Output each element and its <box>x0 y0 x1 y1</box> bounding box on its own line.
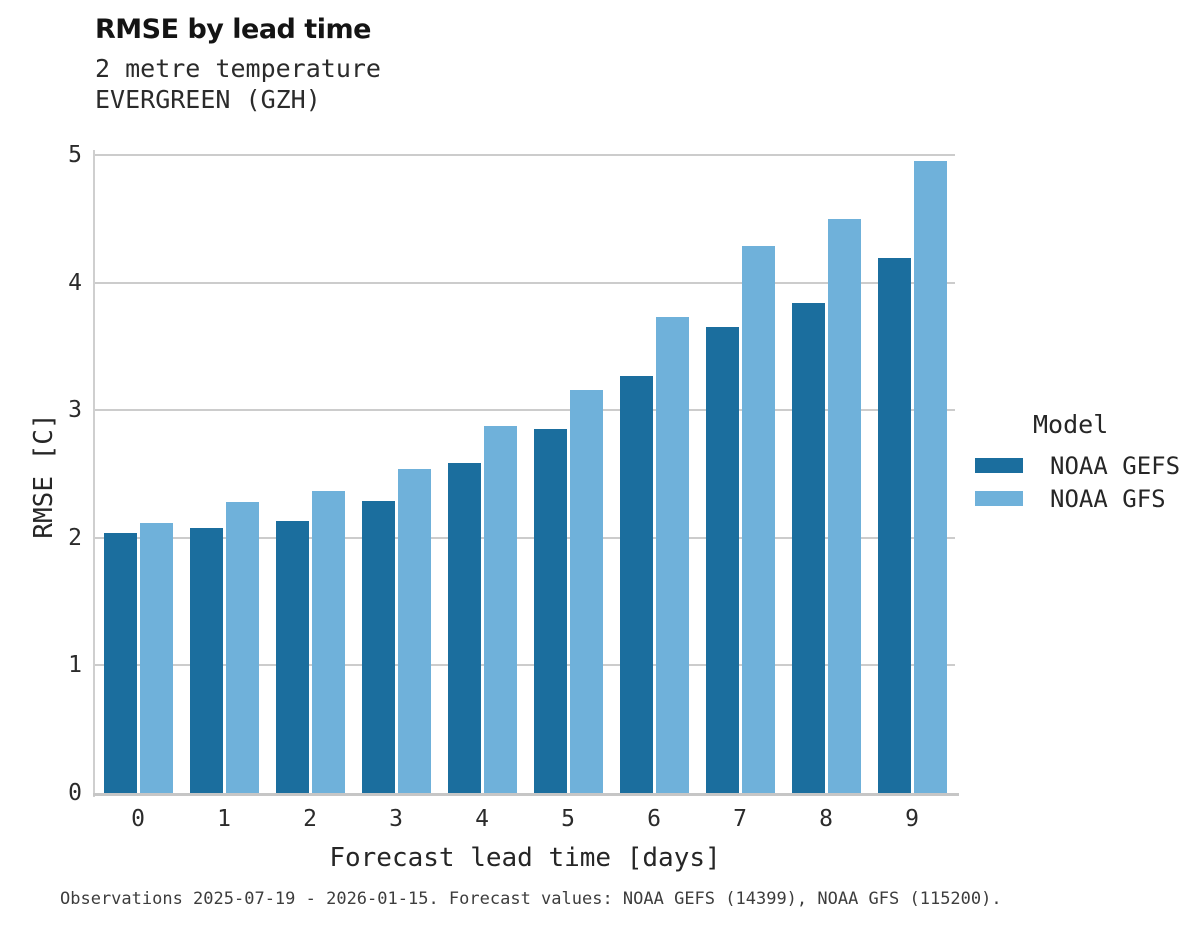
x-tick-label: 8 <box>819 806 833 832</box>
bar-noaa-gfs-lead-9 <box>913 161 947 793</box>
y-tick-label: 2 <box>68 524 82 551</box>
bar-group-lead-2 <box>267 155 353 793</box>
gridline-y1 <box>95 664 955 667</box>
x-tick-label: 0 <box>131 806 145 832</box>
bar-noaa-gefs-lead-5 <box>533 429 567 793</box>
bar-group-lead-8 <box>783 155 869 793</box>
bar-noaa-gefs-lead-0 <box>103 532 137 793</box>
y-tick-label: 4 <box>68 269 82 296</box>
bar-noaa-gefs-lead-6 <box>619 375 653 793</box>
bar-noaa-gefs-lead-1 <box>189 527 223 793</box>
legend-swatch <box>975 491 1023 506</box>
legend-title: Model <box>1033 410 1109 439</box>
bar-group-lead-5 <box>525 155 611 793</box>
bar-group-lead-1 <box>181 155 267 793</box>
x-tick-label: 4 <box>475 806 489 832</box>
bar-noaa-gfs-lead-6 <box>655 317 689 793</box>
x-tick-label: 1 <box>217 806 231 832</box>
bar-noaa-gfs-lead-0 <box>139 522 173 793</box>
legend-entries: NOAA GEFS NOAA GFS <box>975 449 1190 515</box>
bar-noaa-gfs-lead-3 <box>397 468 431 793</box>
x-axis-line <box>93 793 959 796</box>
bar-noaa-gfs-lead-2 <box>311 490 345 793</box>
gridline-y4 <box>95 281 955 284</box>
y-tick-label: 5 <box>68 142 82 168</box>
bar-noaa-gfs-lead-8 <box>827 218 861 793</box>
bar-noaa-gfs-lead-4 <box>483 425 517 793</box>
bar-group-lead-0 <box>95 155 181 793</box>
y-axis-title: RMSE [C] <box>29 413 59 539</box>
chart-subtitle-station: EVERGREEN (GZH) <box>95 85 321 114</box>
chart-subtitle-variable: 2 metre temperature <box>95 54 381 83</box>
bar-noaa-gefs-lead-2 <box>275 521 309 793</box>
bar-group-lead-3 <box>353 155 439 793</box>
bar-noaa-gfs-lead-7 <box>741 245 775 793</box>
bar-noaa-gefs-lead-9 <box>877 258 911 793</box>
x-tick-label: 9 <box>905 806 919 832</box>
y-axis-spine <box>93 150 95 797</box>
legend-entry-noaa-gfs: NOAA GFS <box>975 482 1190 515</box>
chart-header: RMSE by lead time 2 metre temperature EV… <box>95 14 381 115</box>
y-tick-label: 3 <box>68 397 82 424</box>
gridline-y5 <box>95 154 955 156</box>
chart-title: RMSE by lead time <box>95 14 371 45</box>
x-tick-label: 3 <box>389 806 403 832</box>
legend-swatch <box>975 458 1023 473</box>
footer-caption: Observations 2025-07-19 - 2026-01-15. Fo… <box>60 889 1002 909</box>
bar-group-lead-7 <box>697 155 783 793</box>
bar-noaa-gefs-lead-7 <box>705 327 739 793</box>
bar-noaa-gefs-lead-4 <box>447 462 481 793</box>
gridline-y2 <box>95 536 955 539</box>
legend-label: NOAA GFS <box>1050 484 1166 513</box>
legend-label: NOAA GEFS <box>1050 451 1181 480</box>
x-axis-title: Forecast lead time [days] <box>329 843 721 873</box>
bar-noaa-gfs-lead-5 <box>569 389 603 793</box>
x-tick-label: 5 <box>561 806 575 832</box>
plot-area <box>95 154 955 793</box>
legend: Model NOAA GEFS NOAA GFS <box>975 410 1190 515</box>
y-tick-label: 1 <box>68 652 82 679</box>
bar-group-lead-6 <box>611 155 697 793</box>
bar-noaa-gefs-lead-3 <box>361 500 395 793</box>
bar-groups <box>95 155 955 793</box>
bar-group-lead-9 <box>869 155 955 793</box>
x-tick-label: 2 <box>303 806 317 832</box>
x-tick-label: 7 <box>733 806 747 832</box>
y-tick-label: 0 <box>68 780 82 806</box>
x-tick-label: 6 <box>647 806 661 832</box>
bar-noaa-gfs-lead-1 <box>225 502 259 793</box>
bar-group-lead-4 <box>439 155 525 793</box>
legend-entry-noaa-gefs: NOAA GEFS <box>975 449 1190 482</box>
gridline-y3 <box>95 409 955 412</box>
bar-noaa-gefs-lead-8 <box>791 303 825 793</box>
